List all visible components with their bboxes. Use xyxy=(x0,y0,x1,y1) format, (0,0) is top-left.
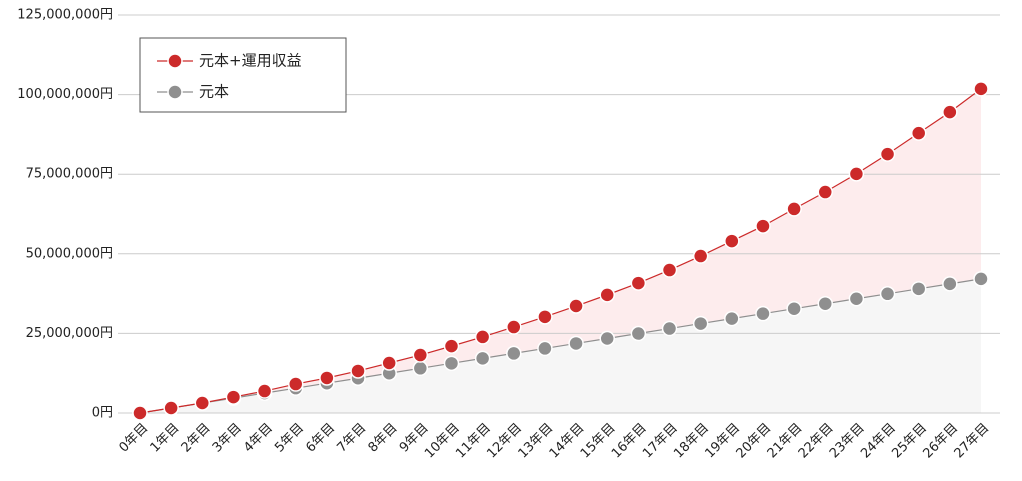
data-point xyxy=(786,300,802,317)
legend-box xyxy=(139,37,347,113)
x-tick-label: 7年目 xyxy=(334,421,369,456)
x-tick-label: 5年目 xyxy=(272,421,307,456)
data-point xyxy=(848,166,865,182)
x-tick-label: 3年目 xyxy=(210,421,245,456)
x-tick-label: 4年目 xyxy=(241,421,276,456)
data-point xyxy=(506,345,522,362)
data-point xyxy=(879,146,896,162)
data-point xyxy=(817,184,834,200)
data-point xyxy=(817,295,834,312)
data-point xyxy=(630,275,647,291)
data-point xyxy=(537,340,553,357)
data-point xyxy=(942,104,958,120)
data-point xyxy=(755,218,771,234)
data-point xyxy=(692,248,709,264)
y-tick-label: 25,000,000円 xyxy=(26,326,113,341)
x-tick-label: 1年目 xyxy=(148,421,183,456)
x-tick-label: 2年目 xyxy=(179,421,214,456)
data-point xyxy=(568,335,584,352)
data-point xyxy=(319,370,335,386)
data-point xyxy=(879,286,896,302)
y-tick-label: 125,000,000円 xyxy=(17,8,113,23)
data-point xyxy=(724,233,740,249)
y-tick-label: 50,000,000円 xyxy=(26,246,113,261)
y-tick-label: 100,000,000円 xyxy=(17,87,113,102)
data-point xyxy=(630,325,647,342)
data-point xyxy=(412,347,429,363)
x-tick-label: 0年目 xyxy=(116,421,151,456)
data-point xyxy=(599,330,615,347)
data-point xyxy=(474,350,491,367)
data-point xyxy=(381,355,397,371)
data-point xyxy=(287,376,304,392)
data-point xyxy=(537,309,553,325)
y-tick-label: 0円 xyxy=(92,406,113,421)
data-point xyxy=(910,125,927,141)
data-point xyxy=(942,276,958,292)
data-point xyxy=(724,310,740,327)
data-point xyxy=(132,405,148,421)
data-point xyxy=(412,360,429,377)
data-point xyxy=(599,287,615,303)
data-point xyxy=(973,271,989,287)
legend-marker xyxy=(167,53,183,69)
data-point xyxy=(474,329,491,345)
x-tick-label: 6年目 xyxy=(303,421,338,456)
data-point xyxy=(506,319,522,335)
x-tick-label: 8年目 xyxy=(366,421,401,456)
data-point xyxy=(225,389,242,405)
data-point xyxy=(786,201,802,217)
data-point xyxy=(848,291,865,307)
data-point xyxy=(755,305,771,322)
data-point xyxy=(443,338,460,354)
legend-label: 元本 xyxy=(199,83,229,101)
series-line xyxy=(139,278,982,414)
data-point xyxy=(256,383,273,399)
data-point xyxy=(661,320,678,337)
data-point xyxy=(661,262,678,278)
data-point xyxy=(692,315,709,332)
data-point xyxy=(350,363,366,379)
data-point xyxy=(194,395,211,411)
data-point xyxy=(973,81,989,97)
y-tick-label: 75,000,000円 xyxy=(26,167,113,182)
legend-marker xyxy=(167,84,183,100)
x-tick-label: 27年目 xyxy=(952,421,993,462)
legend-label: 元本+運用収益 xyxy=(199,52,302,70)
series-line xyxy=(139,88,982,414)
data-point xyxy=(910,281,927,297)
data-point xyxy=(163,400,179,416)
data-point xyxy=(568,298,584,314)
data-point xyxy=(443,355,460,372)
